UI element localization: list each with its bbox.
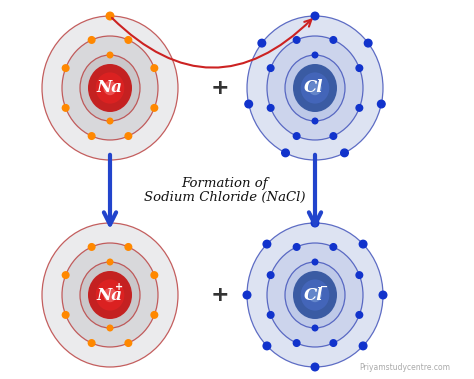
Circle shape (293, 37, 300, 43)
Ellipse shape (103, 81, 117, 95)
Circle shape (293, 133, 300, 139)
Circle shape (293, 340, 300, 346)
Circle shape (107, 118, 113, 124)
Circle shape (330, 37, 337, 43)
Text: Sodium Chloride (NaCl): Sodium Chloride (NaCl) (144, 191, 306, 204)
Circle shape (267, 65, 274, 71)
Circle shape (258, 39, 265, 47)
Circle shape (341, 149, 348, 157)
Circle shape (359, 240, 367, 248)
Circle shape (356, 272, 363, 279)
Circle shape (63, 272, 69, 279)
Circle shape (125, 244, 132, 250)
Circle shape (63, 65, 69, 71)
Text: Cl: Cl (304, 80, 324, 97)
Ellipse shape (309, 288, 321, 302)
Circle shape (88, 37, 95, 43)
Ellipse shape (42, 223, 178, 367)
Circle shape (356, 105, 363, 111)
Ellipse shape (309, 81, 321, 95)
Circle shape (88, 340, 95, 346)
Circle shape (330, 244, 337, 250)
Ellipse shape (285, 262, 345, 328)
Text: +: + (115, 282, 123, 292)
Ellipse shape (96, 72, 124, 103)
Circle shape (151, 312, 158, 318)
Text: +: + (210, 78, 229, 98)
Circle shape (263, 342, 271, 350)
Ellipse shape (62, 243, 158, 347)
Circle shape (365, 39, 372, 47)
Circle shape (63, 312, 69, 318)
Ellipse shape (42, 16, 178, 160)
Circle shape (151, 105, 158, 111)
Circle shape (330, 340, 337, 346)
Circle shape (293, 244, 300, 250)
Circle shape (311, 12, 319, 20)
Circle shape (267, 272, 274, 279)
Circle shape (356, 312, 363, 318)
Circle shape (151, 65, 158, 71)
Circle shape (125, 340, 132, 346)
Circle shape (107, 52, 113, 58)
Circle shape (88, 244, 95, 250)
Text: Na: Na (96, 80, 122, 97)
Ellipse shape (88, 64, 132, 112)
Circle shape (245, 100, 253, 108)
Circle shape (312, 52, 318, 58)
Ellipse shape (267, 243, 363, 347)
Circle shape (106, 12, 114, 20)
Ellipse shape (80, 262, 140, 328)
Ellipse shape (80, 55, 140, 121)
Circle shape (88, 133, 95, 139)
Text: Cl: Cl (304, 287, 324, 304)
Circle shape (125, 37, 132, 43)
Circle shape (311, 363, 319, 371)
Circle shape (312, 118, 318, 124)
Circle shape (377, 100, 385, 108)
Circle shape (151, 272, 158, 279)
Circle shape (243, 291, 251, 299)
Circle shape (107, 259, 113, 265)
Ellipse shape (88, 271, 132, 319)
Circle shape (63, 105, 69, 111)
Circle shape (107, 325, 113, 331)
Circle shape (267, 312, 274, 318)
Circle shape (125, 133, 132, 139)
Text: +: + (210, 285, 229, 305)
Circle shape (312, 325, 318, 331)
Ellipse shape (301, 72, 329, 103)
Ellipse shape (267, 36, 363, 140)
Ellipse shape (301, 279, 329, 311)
Text: Na: Na (96, 287, 122, 304)
Ellipse shape (62, 36, 158, 140)
Circle shape (312, 259, 318, 265)
Text: −: − (320, 282, 328, 292)
Text: Priyamstudycentre.com: Priyamstudycentre.com (359, 363, 450, 372)
Circle shape (356, 65, 363, 71)
Ellipse shape (247, 223, 383, 367)
Circle shape (311, 219, 319, 227)
Ellipse shape (247, 16, 383, 160)
FancyArrowPatch shape (112, 18, 311, 68)
Circle shape (379, 291, 387, 299)
Circle shape (359, 342, 367, 350)
Ellipse shape (103, 288, 117, 302)
Ellipse shape (293, 271, 337, 319)
Ellipse shape (293, 64, 337, 112)
Circle shape (263, 240, 271, 248)
Circle shape (330, 133, 337, 139)
Ellipse shape (96, 279, 124, 311)
Ellipse shape (285, 55, 345, 121)
Circle shape (282, 149, 289, 157)
Circle shape (267, 105, 274, 111)
Text: Formation of: Formation of (182, 177, 268, 190)
